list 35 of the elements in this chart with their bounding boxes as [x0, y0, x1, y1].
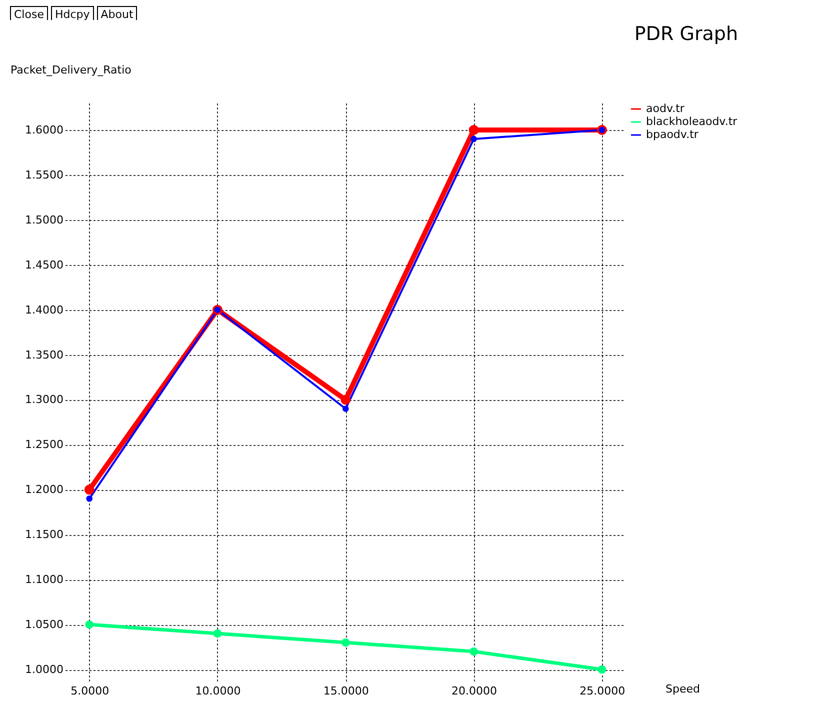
x-tick-label: 5.0000 [70, 684, 110, 698]
x-tick-label: 15.0000 [323, 684, 369, 698]
point [470, 136, 477, 142]
y-tick-label: 1.3000 [25, 393, 64, 406]
point [86, 496, 93, 502]
legend-label: bpaodv.tr [646, 128, 699, 141]
y-tick-label: 1.3500 [25, 348, 64, 362]
y-tick-label: 1.4000 [25, 303, 64, 316]
legend-label: blackholeaodv.tr [646, 115, 738, 128]
y-tick-label: 1.2500 [25, 438, 64, 452]
x-tick-label: 20.0000 [452, 684, 498, 698]
x-tick-label: 25.0000 [580, 684, 626, 698]
y-tick-label: 1.5000 [25, 213, 64, 226]
point [598, 665, 606, 674]
y-tick-label: 1.0000 [25, 663, 64, 676]
y-tick-label: 1.4500 [25, 258, 64, 272]
y-tick-label: 1.1500 [25, 528, 64, 542]
text: PDR Graph [634, 23, 738, 45]
point [84, 484, 94, 495]
point [340, 394, 351, 405]
point [213, 629, 222, 638]
point [342, 406, 349, 412]
y-tick-label: 1.0500 [25, 618, 64, 632]
y-tick-label: 1.2000 [25, 483, 64, 496]
point [470, 647, 478, 656]
legend-label: aodv.tr [646, 102, 685, 115]
x-tick-label: 10.0000 [195, 684, 241, 698]
point [468, 124, 479, 135]
x-axis-title: Speed [666, 682, 700, 696]
y-tick-label: 1.5500 [25, 168, 64, 182]
y-axis-title: Packet_Delivery_Ratio [10, 64, 132, 76]
point [341, 638, 350, 647]
point [85, 620, 94, 629]
y-tick-label: 1.1000 [25, 573, 64, 586]
y-tick-label: 1.6000 [25, 123, 64, 136]
